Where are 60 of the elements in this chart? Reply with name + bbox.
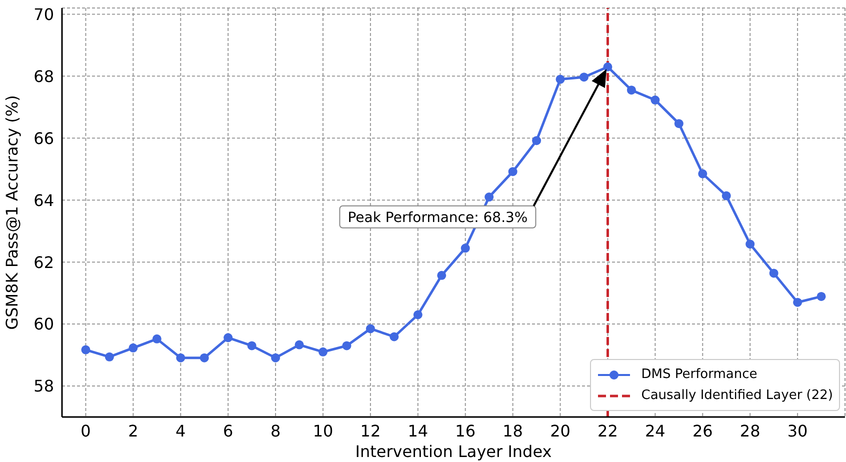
point bbox=[271, 353, 280, 362]
x-tick-label: 6 bbox=[222, 421, 234, 440]
x-tick-label: 26 bbox=[692, 421, 713, 440]
point bbox=[532, 136, 542, 146]
point bbox=[793, 298, 802, 307]
y-tick-label: 68 bbox=[34, 66, 54, 86]
x-tick-label: 20 bbox=[550, 421, 570, 440]
y-axis-title: GSM8K Pass@1 Accuracy (%) bbox=[2, 95, 22, 330]
point bbox=[413, 310, 422, 320]
point bbox=[580, 72, 588, 82]
point bbox=[603, 62, 612, 72]
x-tick-label: 24 bbox=[645, 421, 666, 440]
y-tick-label: 60 bbox=[34, 314, 54, 334]
x-tick-label: 4 bbox=[176, 421, 186, 440]
point bbox=[318, 347, 328, 356]
point bbox=[342, 341, 352, 350]
x-tick-label: 0 bbox=[80, 421, 91, 440]
y-tick-label: 62 bbox=[34, 252, 54, 272]
x-tick-label: 18 bbox=[502, 421, 523, 440]
point bbox=[508, 167, 518, 176]
point bbox=[746, 240, 755, 249]
point bbox=[104, 352, 114, 362]
point bbox=[722, 191, 731, 200]
point bbox=[484, 192, 494, 202]
y-tick-label: 70 bbox=[34, 4, 54, 24]
x-tick-label: 14 bbox=[408, 421, 428, 440]
y-tick-label: 64 bbox=[34, 190, 54, 210]
point bbox=[366, 324, 375, 334]
legend-label: DMS Performance bbox=[641, 367, 758, 382]
point bbox=[769, 268, 778, 278]
annotation: Peak Performance: 68.3% bbox=[348, 210, 528, 226]
ref-line-label: Causally Identified Layer (22) bbox=[641, 388, 833, 403]
x-axis-title: Intervention Layer Index bbox=[355, 442, 552, 461]
point bbox=[128, 343, 138, 352]
x-tick-label: 16 bbox=[455, 421, 476, 440]
point bbox=[294, 340, 304, 350]
point bbox=[698, 169, 708, 178]
x-tick-label: 10 bbox=[312, 421, 334, 440]
point bbox=[556, 74, 565, 84]
point bbox=[650, 96, 660, 105]
x-tick-label: 22 bbox=[598, 421, 618, 440]
point bbox=[152, 334, 162, 344]
x-tick-label: 2 bbox=[128, 421, 138, 440]
point bbox=[674, 119, 684, 128]
point bbox=[81, 345, 90, 354]
x-tick-label: 8 bbox=[270, 421, 281, 440]
point bbox=[460, 244, 470, 253]
point bbox=[816, 292, 826, 301]
x-tick-label: 12 bbox=[360, 421, 381, 440]
y-tick-label: 66 bbox=[34, 128, 54, 148]
x-tick-label: 30 bbox=[787, 421, 808, 440]
point bbox=[626, 86, 636, 95]
point bbox=[247, 341, 256, 350]
point bbox=[390, 332, 399, 342]
point bbox=[224, 333, 233, 342]
point bbox=[437, 270, 446, 280]
y-tick-label: 58 bbox=[34, 376, 54, 396]
point bbox=[200, 353, 209, 362]
x-tick-label: 28 bbox=[740, 421, 760, 440]
point bbox=[176, 353, 186, 362]
